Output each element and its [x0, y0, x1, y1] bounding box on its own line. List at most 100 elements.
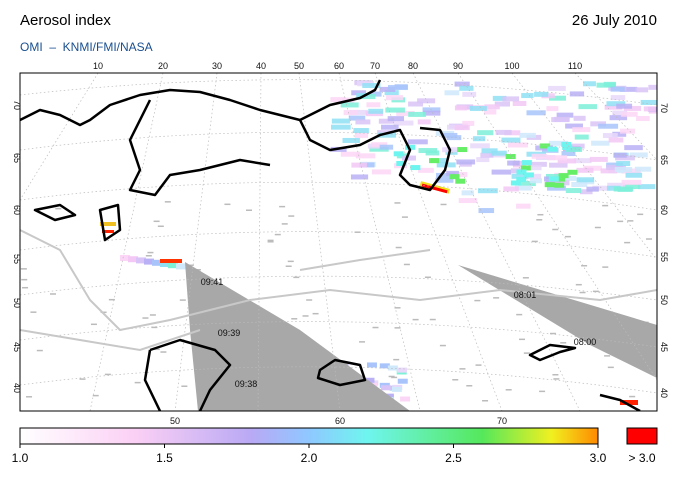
aerosol-pixel	[418, 148, 438, 154]
aerosol-pixel	[561, 141, 572, 147]
aerosol-pixel	[454, 125, 470, 131]
aerosol-pixel	[362, 83, 381, 89]
latitude-label: 65	[659, 155, 669, 165]
aerosol-pixel	[627, 220, 634, 222]
aerosol-pixel	[492, 95, 507, 101]
aerosol-pixel	[364, 377, 375, 383]
aerosol-pixel	[539, 390, 546, 393]
aerosol-pixel	[384, 90, 399, 96]
date: 26 July 2010	[572, 12, 657, 29]
aerosol-pixel	[598, 123, 619, 129]
aerosol-pixel	[617, 220, 624, 223]
longitude-label: 50	[294, 61, 304, 71]
aerosol-pixel	[348, 115, 366, 121]
aerosol-pixel	[620, 128, 636, 134]
aerosol-pixel	[267, 241, 274, 243]
aerosol-pixel	[552, 228, 559, 231]
aerosol-pixel	[279, 205, 286, 208]
aerosol-pixel	[394, 202, 401, 204]
aerosol-pixel	[354, 132, 369, 138]
latitude-label: 55	[659, 252, 669, 262]
aerosol-pixel	[439, 344, 446, 347]
coastline	[528, 343, 577, 362]
longitude-label: 70	[497, 416, 507, 426]
aerosol-pixel	[377, 132, 396, 138]
aerosol-pixel	[160, 261, 170, 267]
aerosol-pixel	[478, 208, 495, 214]
aerosol-pixel	[565, 146, 583, 152]
aerosol-pixel	[561, 151, 576, 157]
latitude-label: 45	[659, 342, 669, 352]
aerosol-pixel	[567, 143, 585, 149]
aerosol-pixel	[379, 144, 394, 150]
aerosol-pixel	[635, 87, 649, 93]
colorbar-tick-label: 2.0	[301, 451, 318, 465]
aerosol-pixel	[351, 90, 367, 96]
aerosol-pixel	[149, 314, 156, 316]
aerosol-pixel	[552, 373, 559, 376]
coastline	[98, 203, 122, 242]
longitude-label: 40	[256, 61, 266, 71]
aerosol-pixel	[417, 119, 431, 125]
aerosol-pixel	[567, 169, 578, 175]
aerosol-pixel	[516, 313, 523, 316]
coastline	[316, 358, 367, 387]
aerosol-pixel	[423, 110, 441, 116]
colorbar-overflow	[626, 427, 658, 445]
aerosol-pixel	[544, 182, 555, 188]
aerosol-pixel	[555, 176, 566, 182]
aerosol-pixel	[355, 119, 371, 125]
aerosol-pixel	[505, 154, 516, 160]
aerosol-pixel	[30, 311, 37, 313]
aerosol-pixel	[609, 115, 628, 121]
aerosol-pixel	[458, 198, 478, 204]
aerosol-pixel	[624, 145, 643, 151]
aerosol-pixel	[412, 318, 419, 321]
aerosol-pixel	[285, 265, 292, 267]
border-line	[299, 249, 431, 271]
aerosol-pixel	[536, 219, 543, 221]
aerosol-pixel	[511, 173, 529, 179]
aerosol-pixel	[144, 258, 154, 265]
aerosol-pixel	[176, 263, 186, 270]
aerosol-pixel	[521, 160, 532, 166]
aerosol-pixel	[579, 189, 593, 195]
longitude-label: 110	[568, 61, 582, 71]
aerosol-pixel	[512, 100, 527, 106]
aerosol-pixel	[615, 155, 635, 161]
aerosol-pixel	[397, 378, 408, 384]
aerosol-pixel	[573, 115, 586, 121]
aerosol-pixel	[381, 124, 399, 130]
coastline	[298, 119, 452, 192]
aerosol-pixel	[579, 291, 586, 294]
aerosol-pixel	[637, 184, 656, 190]
aerosol-pixel	[547, 155, 568, 161]
aerosol-pixel	[603, 81, 616, 87]
aerosol-pixel	[589, 156, 608, 162]
aerosol-pixel	[379, 86, 396, 92]
aerosol-pixel	[400, 396, 411, 402]
aerosol-pixel	[394, 327, 401, 329]
aerosol-pixel	[128, 256, 138, 263]
aerosol-pixel	[378, 118, 395, 124]
aerosol-pixel	[440, 203, 447, 206]
colorbar-ticks: 1.0 1.5 2.0 2.5 3.0	[12, 444, 607, 465]
graticule-line	[374, 73, 503, 411]
aerosol-pixel	[645, 238, 652, 240]
latitude-label: 60	[12, 205, 22, 215]
aerosol-pixel	[136, 257, 146, 264]
aerosol-pixel	[606, 101, 626, 107]
colorbar-tick-label: 1.5	[156, 451, 173, 465]
latitude-label: 45	[12, 342, 22, 352]
aerosol-pixel	[477, 130, 494, 136]
coastline	[599, 393, 641, 411]
aerosol-pixel	[637, 213, 644, 216]
aerosol-pixel	[546, 106, 559, 112]
aerosol-pixel	[393, 120, 414, 126]
aerosol-pixel	[504, 130, 521, 136]
aerosol-pixel	[604, 355, 611, 357]
aerosol-pixel	[612, 131, 627, 137]
aerosol-pixel	[21, 278, 28, 281]
aerosol-pixel	[520, 165, 531, 171]
graticule-line	[20, 321, 657, 348]
